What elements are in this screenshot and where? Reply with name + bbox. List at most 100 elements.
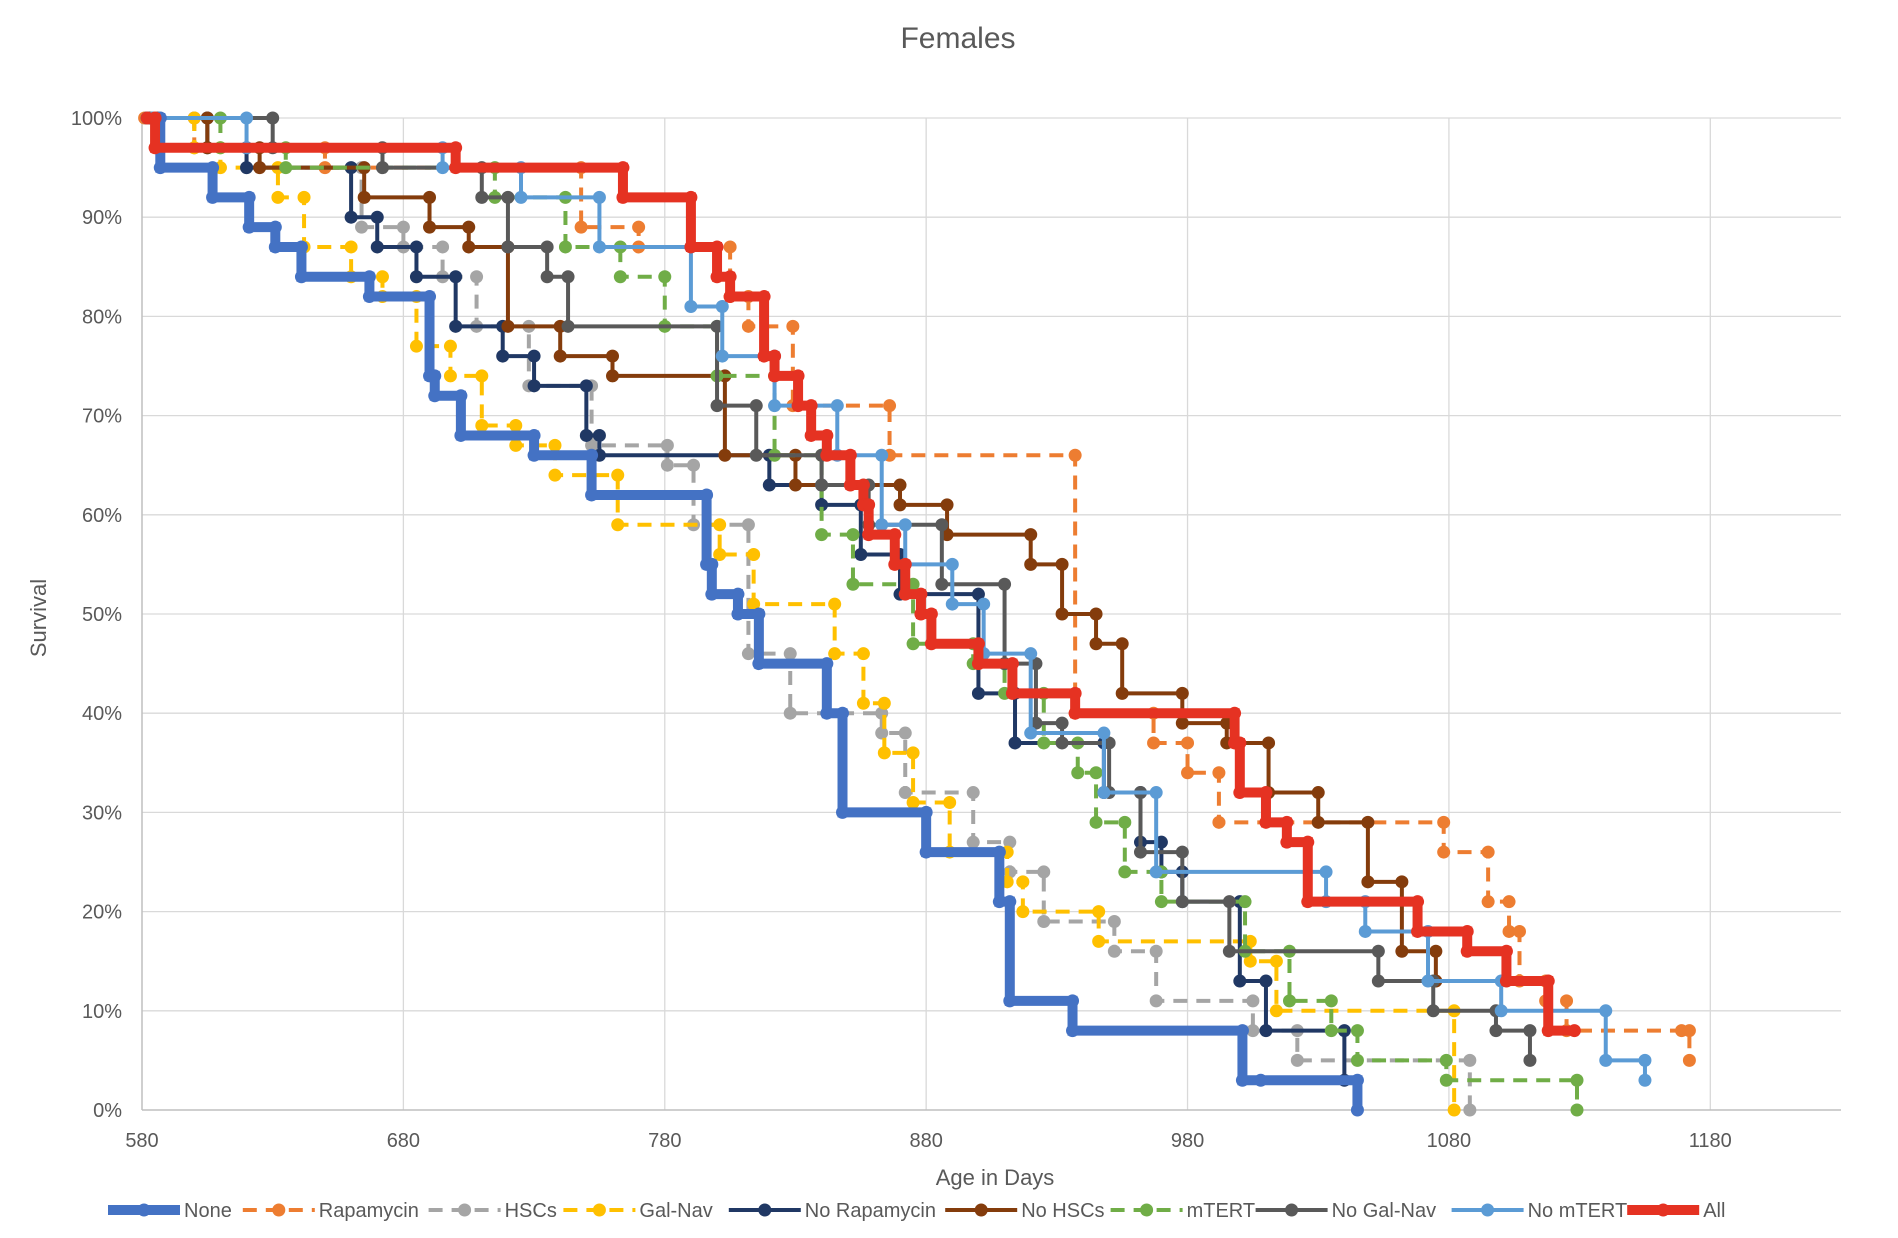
data-point [1282, 994, 1296, 1008]
x-tick-label: 680 [387, 1130, 420, 1152]
data-point [279, 161, 293, 175]
legend-marker [272, 1203, 286, 1217]
data-point [449, 319, 463, 333]
data-point [791, 369, 805, 383]
data-point [362, 270, 376, 284]
data-point [935, 518, 949, 532]
data-point [1311, 786, 1325, 800]
data-point [1541, 1024, 1555, 1038]
data-point [1460, 924, 1474, 938]
data-point [1599, 1004, 1613, 1018]
data-point [1212, 766, 1226, 780]
data-point [370, 210, 384, 224]
data-point [1463, 1103, 1477, 1117]
data-point [1228, 706, 1242, 720]
x-tick-label: 1180 [1689, 1130, 1732, 1152]
data-point [1350, 1103, 1364, 1117]
data-point [611, 518, 625, 532]
data-point [715, 349, 729, 363]
data-point [906, 795, 920, 809]
data-point [752, 657, 766, 671]
data-point [914, 607, 928, 621]
data-point [1254, 1073, 1268, 1087]
data-point [558, 240, 572, 254]
data-point [856, 696, 870, 710]
y-tick-label: 60% [82, 505, 122, 527]
data-point [297, 190, 311, 204]
data-point [1037, 915, 1051, 929]
data-point [344, 240, 358, 254]
data-point [1212, 815, 1226, 829]
data-point [710, 240, 724, 254]
data-point [527, 428, 541, 442]
legend-item-no-gal-nav: No Gal-Nav [1255, 1200, 1436, 1222]
data-point [893, 478, 907, 492]
data-point [579, 379, 593, 393]
data-point [830, 399, 844, 413]
data-point [1181, 736, 1195, 750]
data-point [527, 379, 541, 393]
data-point [919, 805, 933, 819]
data-point [1233, 974, 1247, 988]
series-none [140, 111, 1364, 1117]
data-point [428, 389, 442, 403]
data-point [409, 240, 423, 254]
data-point [1235, 1073, 1249, 1087]
data-point [605, 369, 619, 383]
data-point [820, 657, 834, 671]
data-point [1175, 716, 1189, 730]
data-point [1502, 895, 1516, 909]
data-point [1638, 1073, 1652, 1087]
data-point [919, 845, 933, 859]
data-point [1066, 1024, 1080, 1038]
y-tick-label: 90% [82, 207, 122, 229]
data-point [240, 161, 254, 175]
data-point [1089, 607, 1103, 621]
data-point [1311, 815, 1325, 829]
data-point [362, 290, 376, 304]
data-point [561, 270, 575, 284]
data-point [1463, 1053, 1477, 1067]
data-point [1037, 865, 1051, 879]
data-point [1560, 994, 1574, 1008]
legend-label: Gal-Nav [639, 1200, 712, 1222]
data-point [687, 458, 701, 472]
data-point [862, 528, 876, 542]
data-point [713, 547, 727, 561]
data-point [741, 647, 755, 661]
x-tick-label: 580 [125, 1130, 158, 1152]
data-point [153, 161, 167, 175]
data-point [1149, 944, 1163, 958]
legend-item-mtert: mTERT [1110, 1200, 1255, 1222]
data-point [898, 587, 912, 601]
data-point [924, 637, 938, 651]
data-point [1233, 736, 1247, 750]
data-point [1494, 1004, 1508, 1018]
data-point [462, 240, 476, 254]
legend-marker [592, 1203, 606, 1217]
data-point [723, 240, 737, 254]
y-axis-title: Survival [26, 579, 51, 657]
data-point [527, 448, 541, 462]
x-tick-label: 1080 [1427, 1130, 1472, 1152]
y-tick-label: 40% [82, 703, 122, 725]
data-point [436, 240, 450, 254]
data-point [875, 448, 889, 462]
data-point [749, 399, 763, 413]
legend-marker [758, 1203, 772, 1217]
data-point [396, 220, 410, 234]
data-point [1512, 924, 1526, 938]
data-point [731, 587, 745, 601]
data-point [1243, 954, 1257, 968]
data-point [268, 240, 282, 254]
legend-item-gal-nav: Gal-Nav [563, 1200, 713, 1222]
data-point [1066, 994, 1080, 1008]
data-point [1259, 786, 1273, 800]
data-point [553, 349, 567, 363]
data-point [1358, 924, 1372, 938]
data-point [715, 299, 729, 313]
data-point [898, 786, 912, 800]
data-point [1567, 1024, 1581, 1038]
